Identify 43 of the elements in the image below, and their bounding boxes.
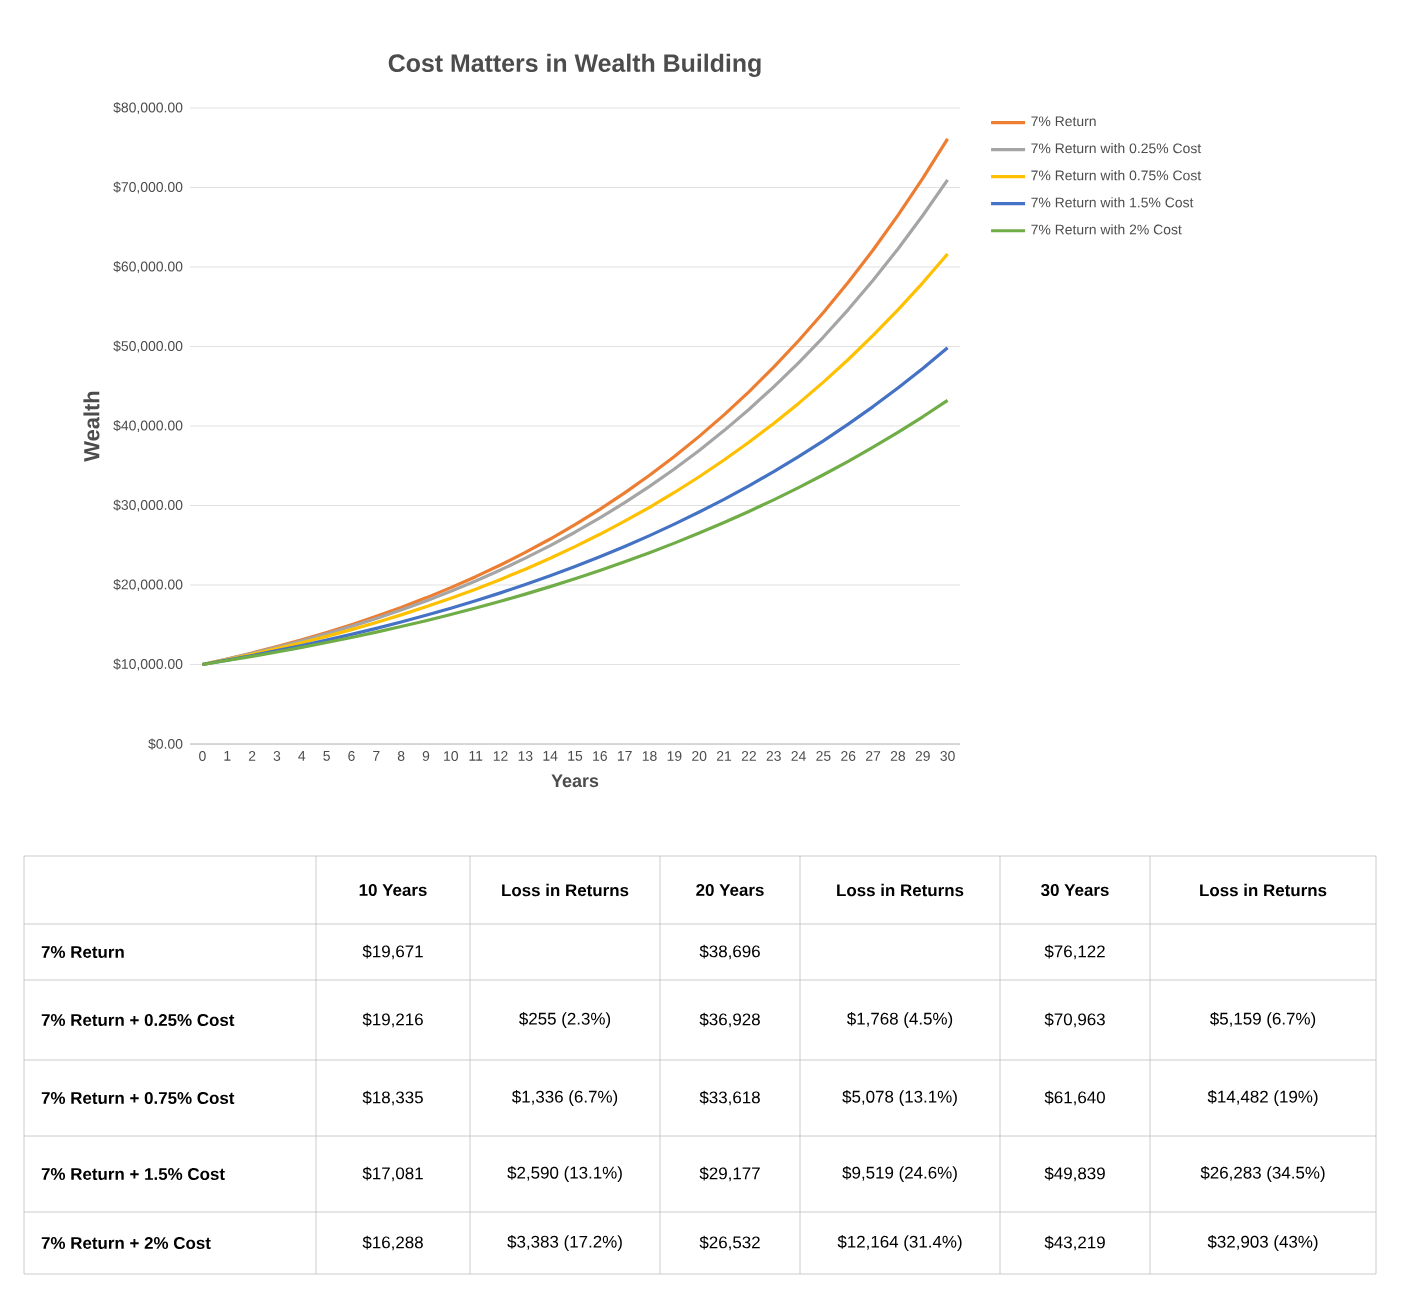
category-label: Loss in Returns — [837, 883, 964, 897]
text: $255 (2.3%) — [519, 1012, 611, 1029]
text: $19,216 — [362, 1012, 423, 1028]
line-series — [200, 398, 950, 667]
text: $33,618 — [699, 1090, 760, 1106]
text: $76,122 — [1044, 944, 1105, 960]
text: $36,928 — [699, 1012, 760, 1028]
category-label: 10 Years — [359, 884, 427, 896]
text: $1,768 (4.5%) — [847, 1012, 953, 1029]
text: $19,671 — [362, 944, 423, 960]
text: $18,335 — [362, 1090, 423, 1106]
category-label: Loss in Returns — [502, 883, 629, 897]
text: $43,219 — [1044, 1235, 1105, 1251]
text: $70,963 — [1044, 1012, 1105, 1028]
text: $5,078 (13.1%) — [842, 1090, 957, 1107]
text: $3,383 (17.2%) — [507, 1235, 622, 1252]
text: $2,590 (13.1%) — [507, 1166, 622, 1183]
chart-title: Cost Matters in Wealth Building — [388, 53, 761, 78]
y-axis-title: Wealth — [83, 391, 100, 462]
category-label: 7% Return + 1.5% Cost — [41, 1168, 225, 1180]
text: $9,519 (24.6%) — [842, 1166, 957, 1183]
category-label: Loss in Returns — [1200, 883, 1327, 897]
text: $14,482 (19%) — [1207, 1090, 1318, 1107]
text: $29,177 — [699, 1166, 760, 1182]
x-axis-title: Years — [551, 774, 599, 788]
text: $32,903 (43%) — [1207, 1235, 1318, 1252]
category-label: 7% Return + 2% Cost — [41, 1237, 211, 1249]
category-label: 30 Years — [1041, 884, 1109, 897]
text: $16,288 — [362, 1235, 423, 1251]
text: $12,164 (31.4%) — [837, 1235, 962, 1252]
text: $49,839 — [1044, 1166, 1105, 1182]
text: $1,336 (6.7%) — [512, 1090, 618, 1107]
line-series — [200, 252, 950, 667]
text: $26,532 — [699, 1235, 760, 1251]
category-label: 7% Return — [41, 946, 124, 958]
text: $5,159 (6.7%) — [1210, 1012, 1316, 1029]
text: $17,081 — [362, 1166, 423, 1182]
text: $38,696 — [699, 944, 760, 960]
category-label: 7% Return + 0.75% Cost — [41, 1092, 235, 1104]
category-label: 7% Return + 0.25% Cost — [41, 1014, 235, 1026]
text: $26,283 (34.5%) — [1200, 1166, 1325, 1183]
text: $61,640 — [1044, 1090, 1105, 1106]
category-label: 20 Years — [696, 884, 764, 896]
